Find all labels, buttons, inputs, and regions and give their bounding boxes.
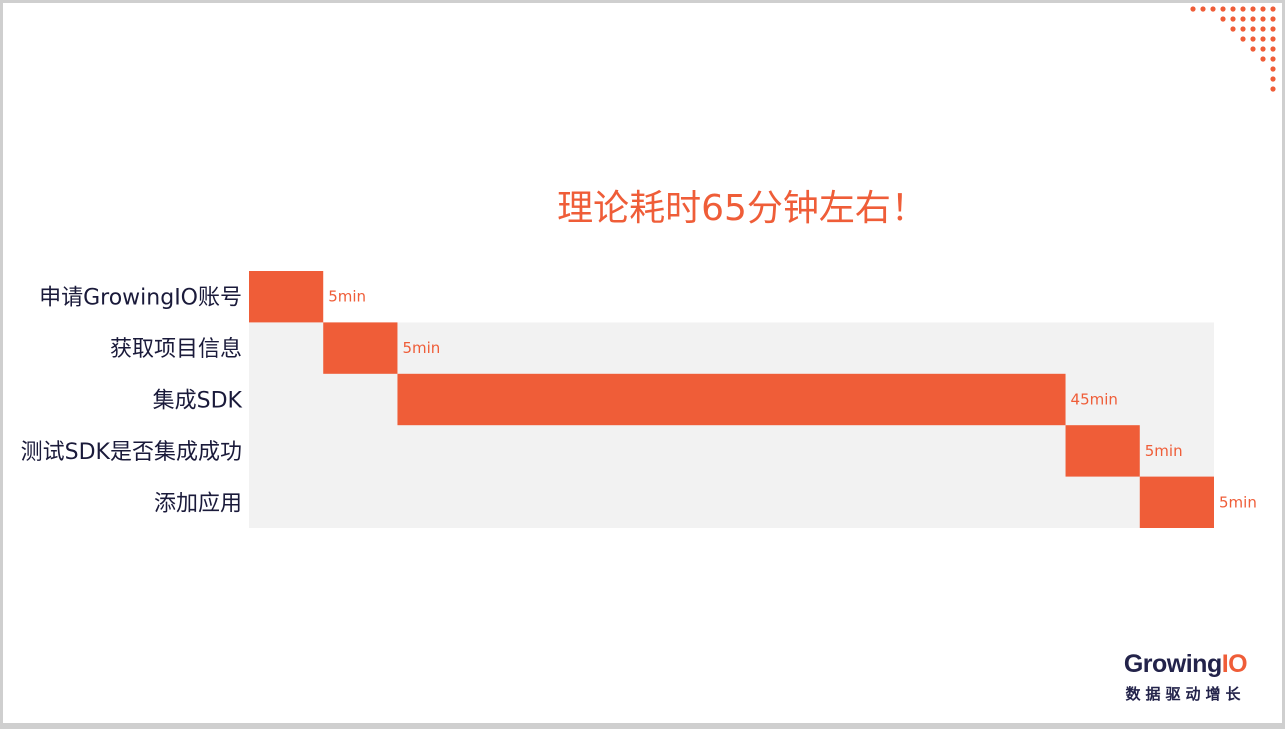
- decor-dot: [1230, 16, 1236, 22]
- gantt-bar: [249, 271, 324, 323]
- chart-track-background: [249, 322, 1214, 528]
- decor-dot: [1270, 56, 1276, 62]
- decor-dot: [1270, 46, 1276, 52]
- decor-dot: [1240, 16, 1246, 22]
- gantt-bar: [397, 373, 1066, 426]
- category-label: 申请GrowingIO账号: [39, 286, 242, 311]
- category-label: 集成SDK: [153, 389, 243, 414]
- duration-label: 45min: [1071, 391, 1118, 409]
- duration-label: 5min: [402, 339, 440, 357]
- brand-slogan: 数据驱动增长: [1125, 685, 1246, 703]
- decor-dot: [1250, 46, 1256, 52]
- slide: 理论耗时65分钟左右！ 申请GrowingIO账号 5min 获取项目信息 5min 集…: [3, 3, 1282, 723]
- decor-dot: [1230, 26, 1236, 32]
- duration-label: 5min: [1145, 442, 1183, 460]
- decor-dot: [1220, 16, 1226, 22]
- decor-dot: [1270, 26, 1276, 32]
- decor-dot: [1250, 6, 1256, 12]
- decor-dot: [1260, 36, 1266, 42]
- decor-dot: [1260, 16, 1266, 22]
- decor-dot: [1270, 66, 1276, 72]
- decor-dot: [1240, 6, 1246, 12]
- brand-name: GrowingIO: [1118, 649, 1253, 679]
- decor-dot: [1190, 6, 1196, 12]
- decor-dot: [1220, 6, 1226, 12]
- decor-dot: [1270, 36, 1276, 42]
- decor-dot: [1260, 46, 1266, 52]
- decor-dot: [1260, 56, 1266, 62]
- decor-dot: [1240, 26, 1246, 32]
- category-label: 获取项目信息: [110, 337, 242, 362]
- category-label: 添加应用: [154, 491, 242, 516]
- decor-dot: [1260, 6, 1266, 12]
- brand-logo: GrowingIO 数据驱动增长: [1118, 649, 1253, 704]
- brand-name-accent: IO: [1221, 650, 1248, 678]
- decor-dot: [1200, 6, 1206, 12]
- duration-label: 5min: [328, 288, 366, 306]
- decor-dot: [1250, 36, 1256, 42]
- decor-dot: [1260, 26, 1266, 32]
- chart-title: 理论耗时65分钟左右！: [557, 188, 927, 229]
- decor-dot: [1270, 6, 1276, 12]
- decor-dot: [1270, 16, 1276, 22]
- duration-label: 5min: [1219, 493, 1257, 511]
- decor-dot: [1250, 26, 1256, 32]
- decorative-dot-pattern: [1190, 6, 1276, 92]
- brand-name-main: Growing: [1123, 650, 1222, 678]
- gantt-bar: [1065, 425, 1140, 477]
- decor-dot: [1250, 16, 1256, 22]
- gantt-bar: [323, 322, 398, 374]
- decor-dot: [1270, 76, 1276, 82]
- decor-dot: [1210, 6, 1216, 12]
- gantt-chart: 申请GrowingIO账号 5min 获取项目信息 5min 集成SDK 45min 测试S…: [21, 271, 1257, 528]
- decor-dot: [1240, 36, 1246, 42]
- decor-dot: [1270, 86, 1276, 92]
- decor-dot: [1230, 6, 1236, 12]
- category-label: 测试SDK是否集成成功: [21, 440, 242, 465]
- gantt-bar: [1139, 476, 1214, 528]
